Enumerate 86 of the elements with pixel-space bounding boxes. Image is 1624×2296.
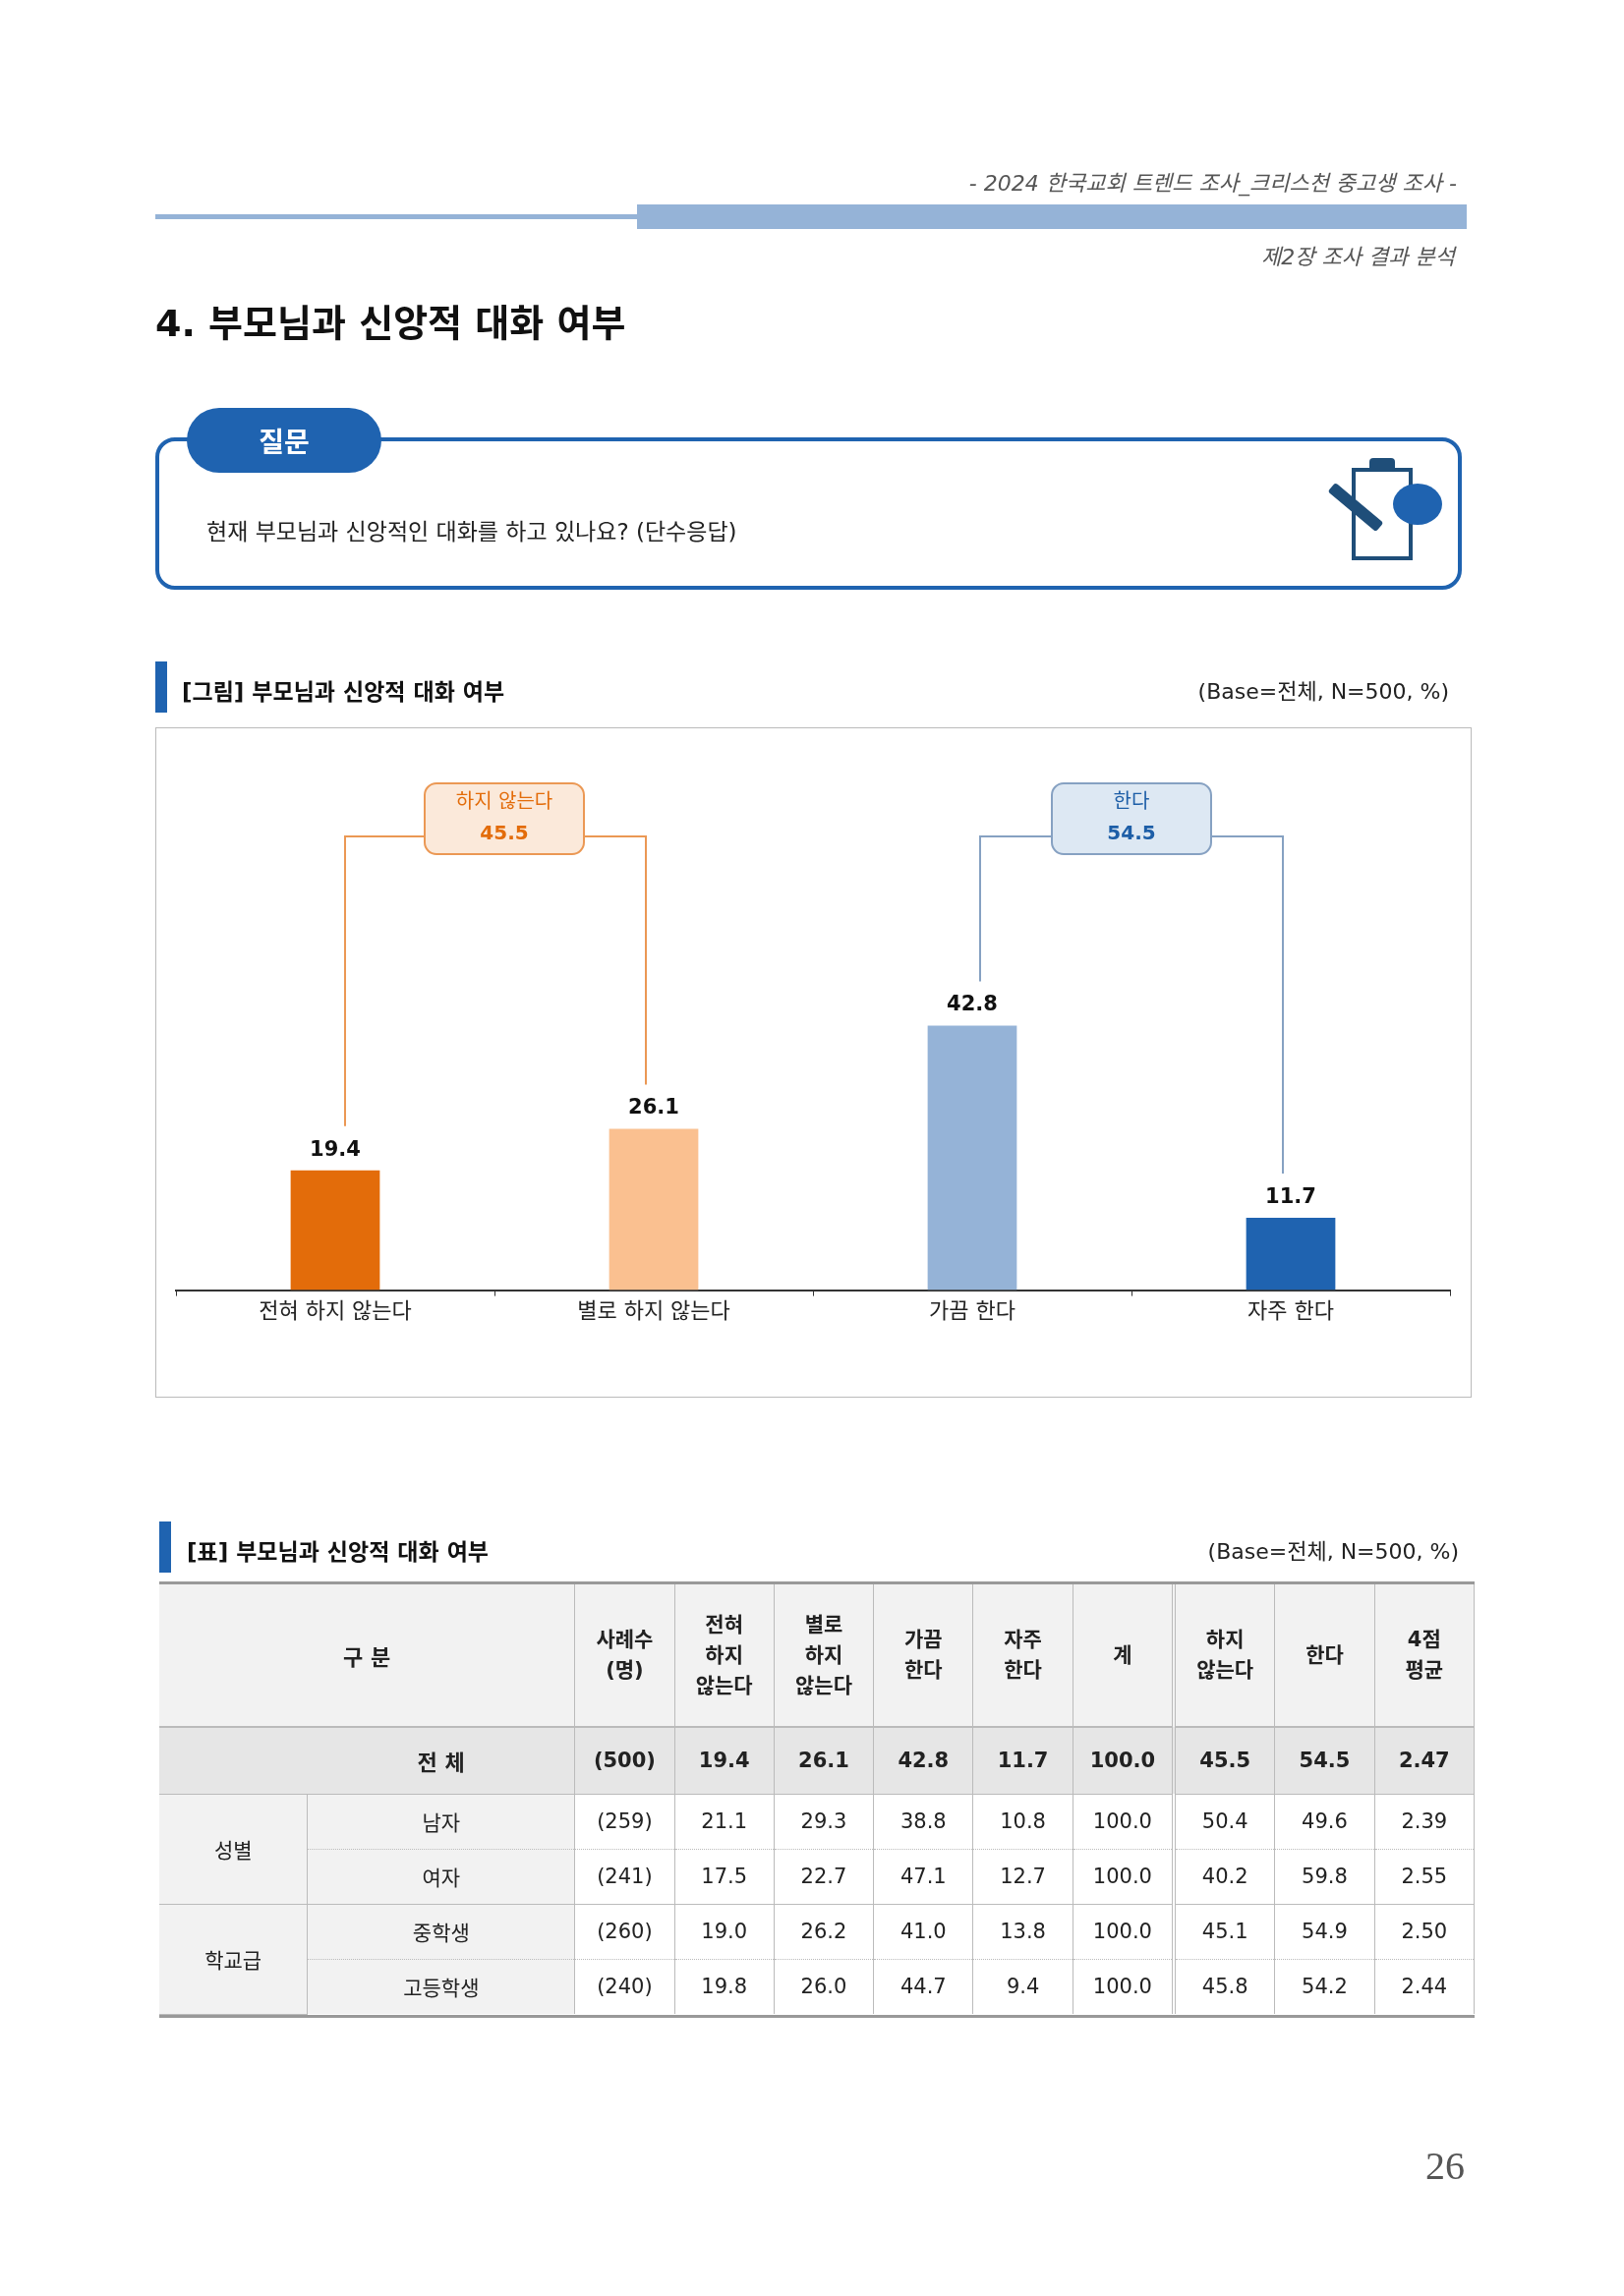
data-label: 100.0 [1073,1849,1175,1904]
text: 현재 부모님과 신앙적인 대화를 하고 있나요? (단수응답) [206,518,737,546]
data-label: 100.0 [1073,1959,1175,2014]
x-tick-label: 별로 하지 않는다 [577,1297,730,1323]
x-tick-label: 가끔 한다 [902,1627,944,1684]
data-label: (259) [574,1794,675,1849]
data-label: 10.8 [972,1794,1073,1849]
data-label: (240) [574,1959,675,2014]
data-label: 45.8 [1174,1959,1275,2014]
text: 제2장 조사 결과 분석 [1261,244,1455,270]
y-tick-label: 전 체 [307,1727,575,1794]
data-label: 21.1 [674,1794,775,1849]
x-tick-label: 하지 않는다 [1195,1627,1255,1684]
data-label: 26.0 [774,1959,874,2014]
data-label: 2.55 [1374,1849,1475,1904]
data-label: 29.3 [774,1794,874,1849]
data-label: 2.44 [1374,1959,1475,2014]
x-tick-label: 사례수 (명) [595,1627,655,1684]
y-tick-label: 고등학생 [307,1959,575,2014]
x-tick-label: 자주 한다 [1247,1297,1334,1323]
data-label: 22.7 [774,1849,874,1904]
y-tick-label: 여자 [307,1849,575,1904]
text: 하지 않는다 45.5 [455,789,553,845]
y-tick-label: 중학생 [307,1904,575,1959]
text: 26 [1425,2143,1465,2189]
x-tick-label: 계 [1112,1641,1133,1669]
x-tick-label: 4점 평균 [1404,1627,1445,1684]
data-label: 38.8 [873,1794,973,1849]
data-label: 19.8 [674,1959,775,2014]
data-label: 45.5 [1174,1727,1275,1794]
text: 한다 54.5 [1107,789,1156,845]
data-label: 2.39 [1374,1794,1475,1849]
data-label: 17.5 [674,1849,775,1904]
bar [927,1025,1017,1291]
chart-title: [그림] 부모님과 신앙적 대화 여부 [182,678,505,707]
data-label: 100.0 [1073,1794,1175,1849]
data-label: (241) [574,1849,675,1904]
data-label: 49.6 [1274,1794,1375,1849]
data-label: 19.0 [674,1904,775,1959]
data-label: 26.2 [774,1904,874,1959]
data-label: 54.5 [1274,1727,1375,1794]
x-tick-label: 별로 하지 않는다 [794,1611,853,1699]
data-label: 12.7 [972,1849,1073,1904]
x-tick-label: 전혀 하지 않는다 [259,1297,412,1323]
data-label: 2.50 [1374,1904,1475,1959]
data-label: 26.1 [628,1095,679,1119]
x-tick-label: 전혀 하지 않는다 [694,1611,754,1699]
data-label: 45.1 [1174,1904,1275,1959]
data-label: 42.8 [873,1727,973,1794]
data-label: 9.4 [972,1959,1073,2014]
data-label: 54.9 [1274,1904,1375,1959]
text: 성별 [159,1794,308,1904]
data-label: 26.1 [774,1727,874,1794]
data-label: 11.7 [1265,1184,1316,1208]
data-label: 42.8 [947,992,998,1016]
bar [1246,1218,1336,1291]
data-label: 2.47 [1374,1727,1475,1794]
data-label: 59.8 [1274,1849,1375,1904]
data-label: 41.0 [873,1904,973,1959]
data-label: (260) [574,1904,675,1959]
data-label: 13.8 [972,1904,1073,1959]
data-label: 54.2 [1274,1959,1375,2014]
text: [표] 부모님과 신앙적 대화 여부 [187,1538,489,1567]
chart-subtitle: (Base=전체, N=500, %) [1197,678,1449,705]
text: 학교급 [159,1904,308,2014]
data-label: 11.7 [972,1727,1073,1794]
y-axis-title: 구 분 [159,1584,575,1727]
data-label: (500) [574,1727,675,1794]
data-label: 40.2 [1174,1849,1275,1904]
bar [609,1128,699,1291]
text: 4. 부모님과 신앙적 대화 여부 [155,301,626,347]
x-tick-label: 한다 [1305,1641,1345,1669]
data-label: 19.4 [310,1136,361,1161]
data-label: 47.1 [873,1849,973,1904]
text: - 2024 한국교회 트렌드 조사_크리스천 중고생 조사 - [968,170,1457,197]
data-label: 50.4 [1174,1794,1275,1849]
data-label: 19.4 [674,1727,775,1794]
y-tick-label: 남자 [307,1794,575,1849]
data-label: 100.0 [1073,1727,1175,1794]
data-label: 44.7 [873,1959,973,2014]
x-tick-label: 자주 한다 [1003,1627,1043,1684]
bar [290,1170,380,1291]
x-tick-label: 가끔 한다 [929,1297,1015,1323]
text: 질문 [187,408,381,473]
chart-subtitle: (Base=전체, N=500, %) [1207,1538,1459,1565]
data-label: 100.0 [1073,1904,1175,1959]
